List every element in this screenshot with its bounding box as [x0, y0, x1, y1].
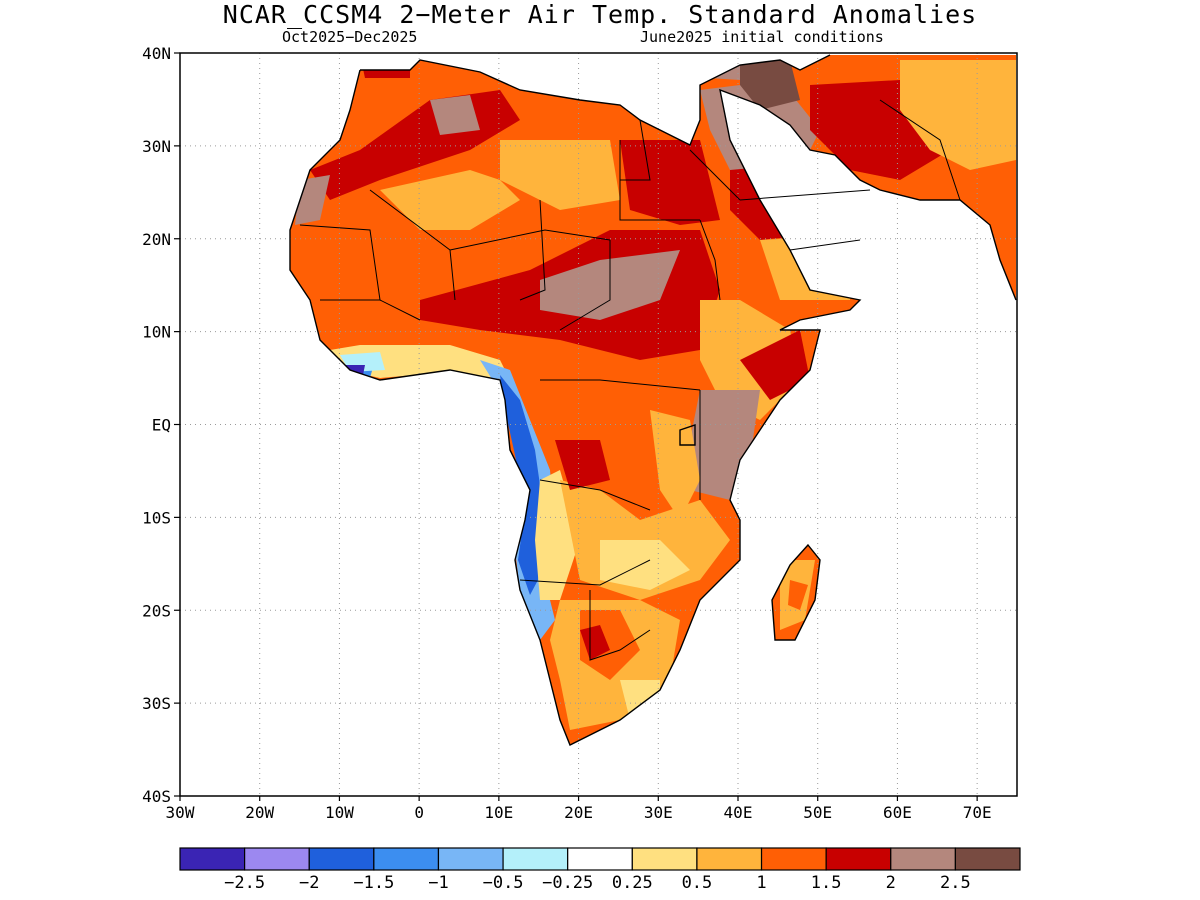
lon-tick-label: 20E: [564, 803, 593, 822]
colorbar-swatch: [696, 847, 763, 871]
colorbar-label: 2.5: [940, 873, 971, 893]
colorbar-label: 1: [756, 873, 766, 893]
colorbar-swatch: [308, 847, 375, 871]
colorbar-label: 2: [886, 873, 896, 893]
lat-tick-label: 40N: [142, 44, 171, 63]
lat-tick-label: 10N: [142, 323, 171, 342]
lon-tick-label: 60E: [883, 803, 912, 822]
colorbar-swatch: [244, 847, 310, 871]
initial-conditions: June2025 initial conditions: [640, 28, 884, 46]
colorbar-label: −0.25: [542, 873, 593, 893]
colorbar-swatch: [373, 847, 440, 871]
colorbar-label: 0.25: [612, 873, 653, 893]
colorbar-swatch: [567, 847, 633, 871]
lat-tick-label: 30N: [142, 137, 171, 156]
colorbar-label: 0.5: [682, 873, 713, 893]
lon-tick-label: 40E: [724, 803, 753, 822]
colorbar-swatch: [631, 847, 698, 871]
lat-tick-label: 20S: [142, 601, 171, 620]
colorbar-label: −0.5: [483, 873, 524, 893]
lat-tick-label: 40S: [142, 787, 171, 806]
colorbar-label: −1: [428, 873, 448, 893]
colorbar-swatch: [502, 847, 569, 871]
colorbar-swatch: [954, 847, 1021, 871]
colorbar-swatch: [179, 847, 246, 871]
colorbar-label: −2.5: [224, 873, 265, 893]
colorbar-swatch: [760, 847, 827, 871]
lon-tick-label: 30W: [166, 803, 195, 822]
lat-tick-label: EQ: [152, 416, 171, 435]
lon-tick-label: 30E: [644, 803, 673, 822]
map-title: NCAR_CCSM4 2−Meter Air Temp. Standard An…: [222, 0, 978, 29]
colorbar-legend: −2.5 −2 −1.5 −1 −0.5 −0.25 0.25 0.5 1 1.5 2 2.5: [179, 847, 1021, 893]
lon-tick-label: 50E: [803, 803, 832, 822]
colorbar-swatch: [825, 847, 892, 871]
latitude-axis: 40N 30N 20N 10N EQ 10S 20S 30S 40S: [142, 44, 180, 806]
lon-tick-label: 10W: [325, 803, 354, 822]
lat-tick-label: 20N: [142, 230, 171, 249]
longitude-axis: 30W 20W 10W 0 10E 20E 30E 40E 50E 60E 70E: [166, 796, 992, 822]
lat-tick-label: 10S: [142, 508, 171, 527]
lon-tick-label: 0: [414, 803, 424, 822]
colorbar-label: −2: [299, 873, 319, 893]
colorbar-label: −1.5: [353, 873, 394, 893]
colorbar-swatch: [437, 847, 504, 871]
country-borders: [299, 99, 961, 661]
lon-tick-label: 70E: [963, 803, 992, 822]
forecast-period: Oct2025−Dec2025: [282, 28, 418, 46]
colorbar-swatch: [890, 847, 956, 871]
colorbar-label: 1.5: [811, 873, 842, 893]
lon-tick-label: 20W: [245, 803, 274, 822]
lon-tick-label: 10E: [484, 803, 513, 822]
lat-tick-label: 30S: [142, 694, 171, 713]
